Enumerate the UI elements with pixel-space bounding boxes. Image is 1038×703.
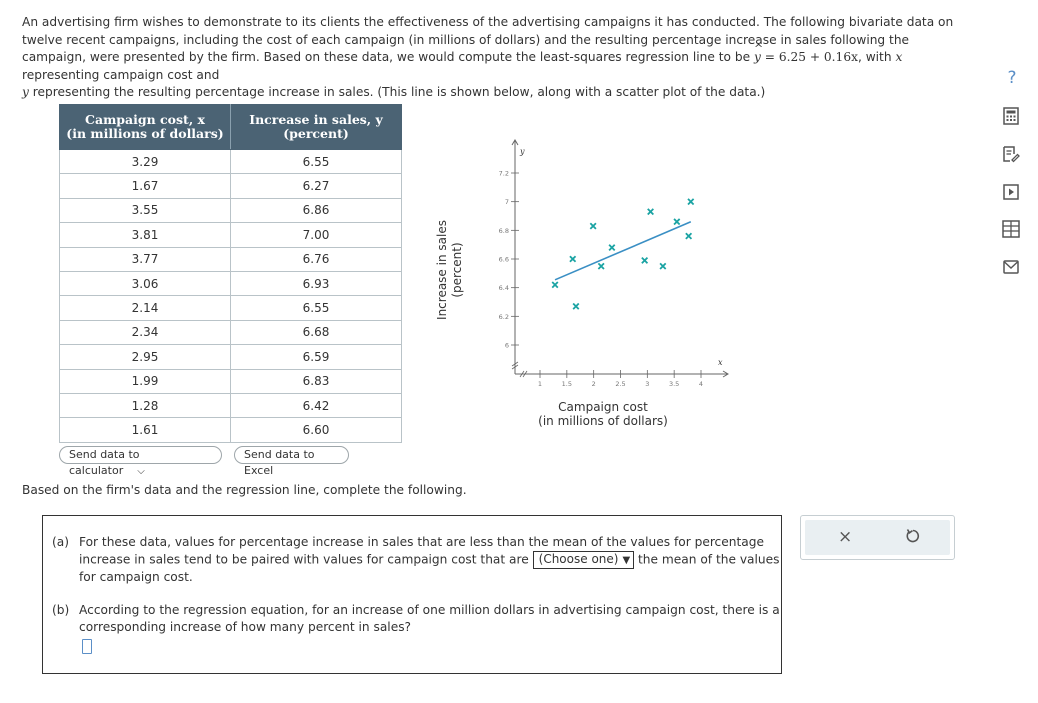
regression-equation: y = 6.25 + 0.16x (754, 40, 858, 64)
x-tick-label: 2.5 (615, 380, 625, 388)
table-icon[interactable] (999, 220, 1023, 240)
chevron-down-icon: ⌵ (137, 466, 145, 477)
table-row: 3.55 6.86 (59, 197, 402, 224)
data-point (569, 255, 577, 263)
scatter-plot: y x 6 6.2 6.4 6.6 6.8 7 7.2 1 1.5 2 2.5 3 3.5 4 Campaign… (435, 139, 729, 428)
x-tick-label: 2 (592, 380, 596, 388)
cell-campaign-cost: 2.14 (59, 295, 231, 321)
data-point (572, 302, 580, 310)
cell-campaign-cost: 3.77 (59, 246, 231, 272)
data-table: Campaign cost, x (in millions of dollars)… (59, 104, 402, 443)
cell-increase-in-sales: 6.27 (230, 173, 402, 199)
x-tick-label: 1.5 (562, 380, 572, 388)
problem-intro: An advertising firm wishes to demonstrat… (22, 14, 972, 102)
undo-icon[interactable] (905, 528, 921, 548)
choose-one-select[interactable]: (Choose one) ▼ (532, 550, 635, 569)
y-tick-label: 6.6 (499, 256, 509, 264)
video-icon[interactable] (999, 184, 1023, 204)
x-axis-arrow (722, 370, 729, 378)
cell-campaign-cost: 1.28 (59, 392, 231, 419)
cell-increase-in-sales: 6.93 (230, 270, 402, 297)
cell-increase-in-sales: 6.76 (230, 246, 402, 272)
table-row: 2.14 6.55 (59, 295, 402, 321)
data-point (589, 222, 597, 230)
y-tick-label: 6.8 (499, 227, 509, 235)
cell-increase-in-sales: 6.60 (230, 417, 402, 443)
chevron-down-icon: ▼ (622, 554, 631, 566)
question-b: (b) According to the regression equation… (52, 603, 780, 634)
cell-campaign-cost: 3.29 (59, 148, 231, 175)
cell-increase-in-sales: 6.55 (230, 148, 402, 175)
notes-icon[interactable] (999, 145, 1023, 165)
y-tick-label: 6 (505, 342, 509, 350)
data-point (608, 244, 616, 251)
x-axis-label-units: (in millions of dollars) (538, 414, 668, 428)
table-row: 3.29 6.55 (59, 148, 402, 175)
table-row: 2.95 6.59 (59, 344, 402, 370)
table-row: 3.81 7.00 (59, 222, 402, 248)
instructions-text: Based on the firm's data and the regress… (22, 483, 467, 497)
cell-campaign-cost: 3.81 (59, 222, 231, 248)
answer-actions: × (800, 515, 955, 560)
x-tick-label: 1 (538, 380, 542, 388)
cell-increase-in-sales: 6.86 (230, 197, 402, 224)
cell-campaign-cost: 1.99 (59, 368, 231, 394)
table-row: 3.06 6.93 (59, 270, 402, 297)
calculator-icon[interactable] (999, 107, 1023, 127)
table-row: 1.28 6.42 (59, 392, 402, 419)
x-axis-label: Campaign cost (558, 400, 648, 414)
cell-campaign-cost: 2.34 (59, 319, 231, 346)
regression-line (554, 221, 692, 281)
cell-increase-in-sales: 6.68 (230, 319, 402, 346)
table-body: 3.29 6.55 1.67 6.27 3.55 6.86 3.81 7.00 3.77 6.76… (59, 148, 402, 443)
cell-increase-in-sales: 6.83 (230, 368, 402, 394)
clear-button[interactable]: × (838, 527, 853, 547)
answer-b-input[interactable] (82, 639, 92, 654)
question-a: (a) For these data, values for percentag… (52, 535, 780, 584)
x-tick-label: 3 (645, 380, 649, 388)
question-box: (a) For these data, values for percentag… (42, 515, 782, 674)
cell-campaign-cost: 2.95 (59, 344, 231, 370)
y-tick-label: 6.4 (499, 284, 509, 292)
data-point (685, 232, 693, 240)
x-axis-break (519, 370, 528, 378)
data-point (597, 262, 605, 270)
y-axis-label: Increase in sales (435, 220, 449, 320)
table-row: 1.61 6.60 (59, 417, 402, 443)
y-tick-label: 7.2 (499, 170, 509, 178)
cell-campaign-cost: 3.55 (59, 197, 231, 224)
cell-increase-in-sales: 7.00 (230, 222, 402, 248)
cell-campaign-cost: 3.06 (59, 270, 231, 297)
mail-icon[interactable] (999, 259, 1023, 279)
x-tick-label: 4 (699, 380, 703, 388)
data-point (659, 262, 667, 270)
x-tick-label: 3.5 (669, 380, 679, 388)
cell-increase-in-sales: 6.59 (230, 344, 402, 370)
y-axis-arrow (511, 139, 519, 146)
table-row: 3.77 6.76 (59, 246, 402, 272)
data-point (641, 256, 649, 264)
table-row: 1.99 6.83 (59, 368, 402, 394)
cell-campaign-cost: 1.67 (59, 173, 231, 199)
data-point (673, 218, 681, 226)
y-tick-label: 7 (505, 198, 509, 206)
send-to-excel-button[interactable]: Send data to Excel (234, 446, 349, 477)
data-point (551, 281, 559, 289)
data-point (647, 208, 654, 216)
y-axis-symbol: y (519, 147, 525, 156)
y-tick-label: 6.2 (499, 313, 509, 321)
send-to-calculator-button[interactable]: Send data to calculator ⌵ (59, 446, 222, 477)
cell-increase-in-sales: 6.42 (230, 392, 402, 419)
header-campaign-cost: Campaign cost, x (in millions of dollars) (59, 104, 231, 150)
x-axis-symbol: x (718, 358, 723, 367)
y-axis-label-units: (percent) (450, 242, 464, 297)
cell-campaign-cost: 1.61 (59, 417, 231, 443)
data-point (687, 198, 695, 206)
y-axis-break (511, 361, 519, 370)
table-row: 1.67 6.27 (59, 173, 402, 199)
header-increase-in-sales: Increase in sales, y (percent) (230, 104, 402, 150)
cell-increase-in-sales: 6.55 (230, 295, 402, 321)
table-row: 2.34 6.68 (59, 319, 402, 346)
help-icon[interactable]: ? (1007, 68, 1017, 88)
